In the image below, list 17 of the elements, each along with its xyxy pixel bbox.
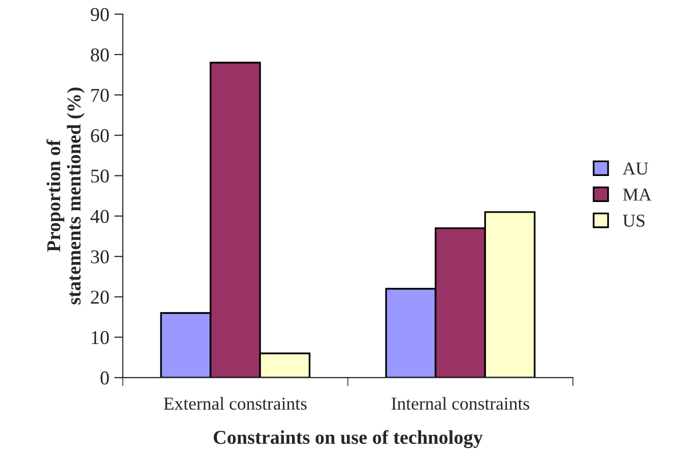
x-tick-label: External constraints — [164, 397, 307, 410]
legend-label: AU — [622, 162, 648, 175]
y-tick-label: 90 — [90, 8, 109, 22]
y-tick-label: 60 — [90, 129, 109, 142]
y-tick-label: 30 — [91, 250, 109, 264]
y-tick-label: 70 — [91, 88, 109, 102]
legend-label: US — [622, 214, 644, 227]
y-tick-label: 10 — [92, 331, 109, 344]
y-axis-title: Proportion of statements mentioned (%) — [46, 88, 85, 304]
x-tick-label: Internal constraints — [392, 397, 530, 410]
x-axis-title: Constraints on use of technology — [214, 430, 483, 448]
legend-label: MA — [623, 188, 652, 201]
y-tick-label: 0 — [100, 371, 109, 385]
y-tick-label: 40 — [90, 210, 109, 224]
y-tick-label: 80 — [90, 48, 109, 62]
y-tick-label: 50 — [91, 170, 109, 183]
y-tick-label: 20 — [90, 290, 109, 304]
